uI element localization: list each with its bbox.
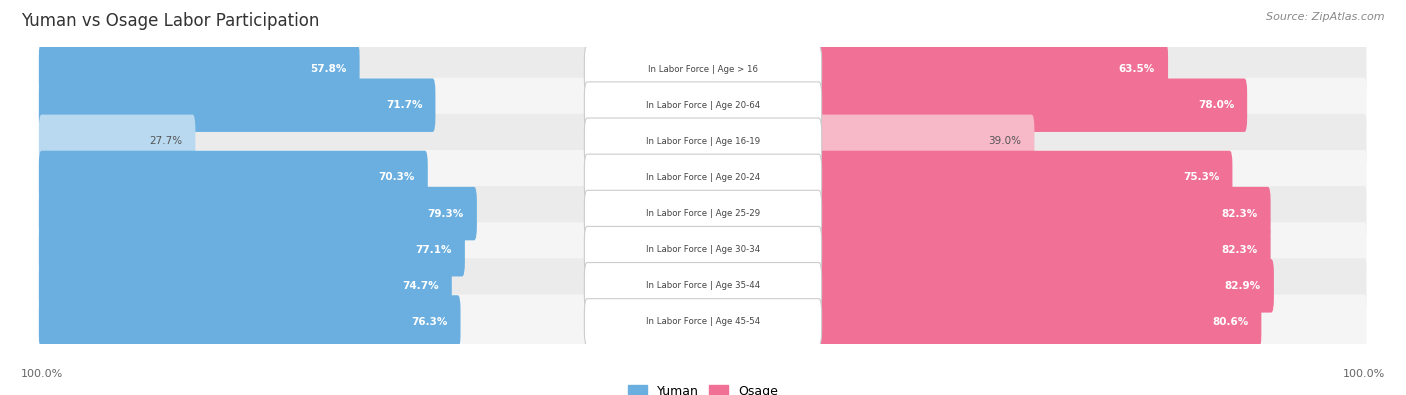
FancyBboxPatch shape (585, 226, 821, 273)
Text: In Labor Force | Age 45-54: In Labor Force | Age 45-54 (645, 318, 761, 327)
FancyBboxPatch shape (39, 78, 1367, 133)
Text: 75.3%: 75.3% (1182, 173, 1219, 182)
FancyBboxPatch shape (585, 154, 821, 201)
FancyBboxPatch shape (817, 42, 1168, 96)
FancyBboxPatch shape (39, 187, 477, 240)
FancyBboxPatch shape (39, 151, 427, 204)
FancyBboxPatch shape (817, 151, 1233, 204)
FancyBboxPatch shape (39, 114, 1367, 169)
Text: In Labor Force | Age 20-24: In Labor Force | Age 20-24 (645, 173, 761, 182)
FancyBboxPatch shape (585, 118, 821, 165)
FancyBboxPatch shape (39, 42, 360, 96)
FancyBboxPatch shape (817, 295, 1261, 349)
Text: 80.6%: 80.6% (1212, 317, 1249, 327)
Text: 100.0%: 100.0% (1343, 369, 1385, 379)
Text: In Labor Force | Age 30-34: In Labor Force | Age 30-34 (645, 245, 761, 254)
Text: In Labor Force | Age 16-19: In Labor Force | Age 16-19 (645, 137, 761, 146)
Text: 70.3%: 70.3% (378, 173, 415, 182)
FancyBboxPatch shape (39, 41, 1367, 96)
Text: 82.3%: 82.3% (1222, 245, 1257, 255)
FancyBboxPatch shape (39, 150, 1367, 205)
FancyBboxPatch shape (817, 223, 1271, 276)
Text: Source: ZipAtlas.com: Source: ZipAtlas.com (1267, 12, 1385, 22)
Text: 82.9%: 82.9% (1225, 281, 1261, 291)
Text: In Labor Force | Age 20-64: In Labor Force | Age 20-64 (645, 101, 761, 110)
FancyBboxPatch shape (39, 115, 195, 168)
Legend: Yuman, Osage: Yuman, Osage (623, 380, 783, 395)
Text: 63.5%: 63.5% (1119, 64, 1156, 74)
FancyBboxPatch shape (39, 295, 1367, 350)
FancyBboxPatch shape (585, 46, 821, 92)
Text: 76.3%: 76.3% (411, 317, 447, 327)
Text: In Labor Force | Age > 16: In Labor Force | Age > 16 (648, 64, 758, 73)
Text: 27.7%: 27.7% (149, 136, 183, 146)
Text: 74.7%: 74.7% (402, 281, 439, 291)
FancyBboxPatch shape (585, 299, 821, 345)
Text: 82.3%: 82.3% (1222, 209, 1257, 218)
Text: Yuman vs Osage Labor Participation: Yuman vs Osage Labor Participation (21, 12, 319, 30)
FancyBboxPatch shape (39, 223, 465, 276)
FancyBboxPatch shape (39, 259, 451, 312)
FancyBboxPatch shape (39, 186, 1367, 241)
FancyBboxPatch shape (39, 295, 461, 349)
Text: In Labor Force | Age 35-44: In Labor Force | Age 35-44 (645, 281, 761, 290)
FancyBboxPatch shape (585, 82, 821, 128)
Text: 71.7%: 71.7% (387, 100, 422, 110)
Text: 100.0%: 100.0% (21, 369, 63, 379)
FancyBboxPatch shape (39, 258, 1367, 313)
FancyBboxPatch shape (585, 263, 821, 309)
FancyBboxPatch shape (817, 259, 1274, 312)
Text: 39.0%: 39.0% (988, 136, 1021, 146)
FancyBboxPatch shape (817, 115, 1035, 168)
Text: 79.3%: 79.3% (427, 209, 464, 218)
Text: In Labor Force | Age 25-29: In Labor Force | Age 25-29 (645, 209, 761, 218)
FancyBboxPatch shape (585, 190, 821, 237)
Text: 57.8%: 57.8% (311, 64, 347, 74)
FancyBboxPatch shape (817, 79, 1247, 132)
FancyBboxPatch shape (817, 187, 1271, 240)
FancyBboxPatch shape (39, 79, 436, 132)
Text: 77.1%: 77.1% (415, 245, 451, 255)
Text: 78.0%: 78.0% (1198, 100, 1234, 110)
FancyBboxPatch shape (39, 222, 1367, 277)
